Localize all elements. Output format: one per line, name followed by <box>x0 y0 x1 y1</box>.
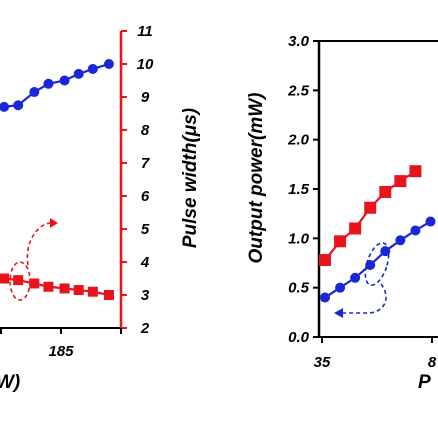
right-x-tick-label: 8 <box>428 354 437 371</box>
left-series-point <box>29 278 40 289</box>
right-series-point <box>334 235 347 248</box>
left-series-point <box>87 63 98 74</box>
left-series-point <box>13 100 24 111</box>
right-y-tick-label: 2.0 <box>287 132 310 149</box>
right-series-point <box>335 282 346 293</box>
left-series-point <box>73 285 84 296</box>
left-y-right-tick-label: 4 <box>140 254 150 271</box>
right-y-tick-label: 2.5 <box>287 82 310 99</box>
left-y-right-tick-label: 9 <box>141 89 150 106</box>
left-panel: 2 3 4 5 6 7 8 9 10 11 185 Pulse width(μs) W) <box>0 23 201 393</box>
left-y-right-tick-label: 8 <box>141 122 150 139</box>
right-y-tick-label: 0.0 <box>288 329 310 346</box>
left-series-point <box>59 75 70 86</box>
right-series-point <box>425 216 436 227</box>
left-y-right-tick-label: 3 <box>141 287 150 304</box>
right-annotation-arrowhead <box>334 308 343 318</box>
left-series-point <box>0 273 10 284</box>
right-series-point <box>349 222 362 235</box>
left-y-right-tick-label: 2 <box>140 320 150 337</box>
left-series-point <box>73 68 84 79</box>
left-y-right-tick-label: 7 <box>141 155 150 172</box>
left-y-right-tick-label: 5 <box>141 221 150 238</box>
right-y-tick-label: 3.0 <box>288 33 310 50</box>
left-series-point <box>103 59 114 69</box>
left-series-point <box>29 87 40 98</box>
left-series-point <box>43 78 54 89</box>
right-y-axis-title: Output power(mW) <box>246 93 267 264</box>
right-series-point <box>320 292 330 303</box>
left-y-right-axis-title: Pulse width(μs) <box>180 108 201 248</box>
left-x-tick-label: 185 <box>48 343 74 360</box>
left-series-point <box>87 286 98 297</box>
right-x-tick-label: 35 <box>314 354 331 371</box>
left-y-right-tick-label: 6 <box>141 188 150 205</box>
left-series-point <box>13 275 24 286</box>
right-series-point <box>364 201 377 214</box>
left-series-point <box>43 281 54 292</box>
right-annotation-arrow <box>342 283 387 314</box>
right-series-point <box>395 235 406 246</box>
left-series-point <box>0 101 10 112</box>
right-series-point <box>394 175 407 188</box>
left-annotation-arrow <box>26 222 53 266</box>
right-series-point <box>350 272 361 283</box>
right-series-point <box>410 225 421 236</box>
right-series-point <box>319 254 331 267</box>
right-annotation-ellipse <box>364 242 390 286</box>
left-annotation-arrowhead <box>50 218 58 228</box>
left-y-right-tick-label: 10 <box>137 56 154 73</box>
right-panel: 0.0 0.5 1.0 1.5 2.0 2.5 3.0 35 8 Output power(mW)… <box>246 33 438 393</box>
left-x-axis-title: W) <box>0 372 20 393</box>
left-y-right-tick-label: 11 <box>137 23 153 40</box>
right-series-point <box>379 185 392 198</box>
left-series-point <box>103 290 114 300</box>
right-x-axis-title: P <box>418 372 431 393</box>
right-y-tick-label: 1.0 <box>288 230 310 247</box>
right-y-tick-label: 0.5 <box>288 280 310 297</box>
right-series-point <box>409 165 422 178</box>
right-y-tick-label: 1.5 <box>288 181 310 198</box>
left-series-point <box>59 283 70 294</box>
left-annotation-ellipse <box>9 261 31 301</box>
